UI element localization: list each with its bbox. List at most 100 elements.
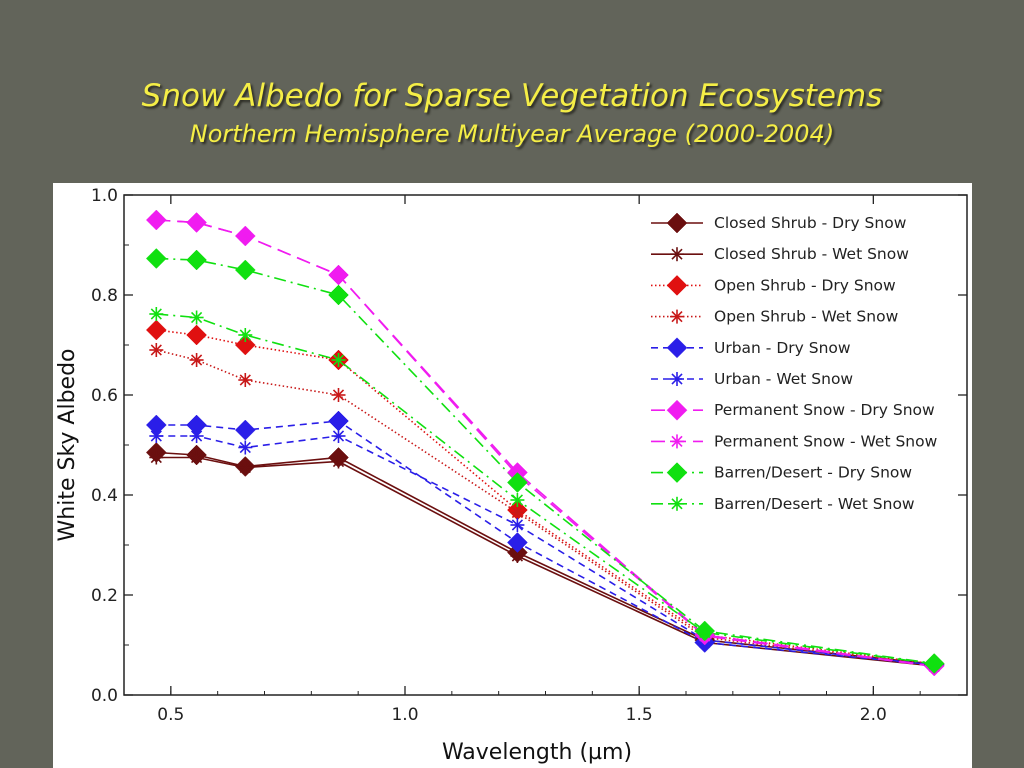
series-line	[156, 420, 935, 666]
data-point-asterisk	[927, 657, 942, 671]
series-line	[156, 313, 935, 665]
asterisk-stroke	[511, 506, 524, 519]
asterisk-stroke	[150, 308, 162, 320]
data-point-asterisk	[189, 450, 204, 465]
data-point-asterisk	[189, 429, 204, 443]
asterisk-stroke	[150, 430, 162, 442]
x-tick-label: 1.5	[626, 705, 653, 725]
data-point-diamond	[145, 319, 167, 341]
legend-entry-label: Closed Shrub - Wet Snow	[714, 245, 909, 263]
y-tick-label: 0.8	[91, 286, 118, 306]
data-point-asterisk	[149, 307, 164, 321]
legend-marker-asterisk	[670, 434, 684, 449]
y-tick-label: 0.4	[91, 486, 118, 506]
asterisk-stroke	[190, 216, 203, 229]
data-point-asterisk	[149, 213, 164, 227]
data-point-asterisk	[149, 343, 164, 357]
data-point-diamond	[328, 410, 349, 432]
legend-marker-diamond	[666, 462, 688, 483]
asterisk-stroke	[190, 451, 203, 464]
y-tick-label: 0.2	[91, 586, 118, 606]
data-point-asterisk	[238, 460, 253, 475]
legend-marker-asterisk	[670, 372, 684, 386]
data-point-asterisk	[331, 429, 346, 443]
data-point-asterisk	[510, 493, 525, 507]
asterisk-stroke	[332, 354, 345, 366]
legend-marker-diamond	[666, 212, 688, 234]
legend-entry-label: Urban - Dry Snow	[714, 339, 851, 357]
asterisk-stroke	[150, 214, 162, 226]
x-axis-label: Wavelength (µm)	[442, 740, 632, 765]
data-point-asterisk	[238, 440, 253, 455]
x-tick-label: 1.0	[391, 705, 418, 725]
legend-entry-label: Open Shrub - Wet Snow	[714, 308, 899, 326]
data-point-diamond	[145, 248, 167, 269]
asterisk-stroke	[671, 435, 683, 448]
x-tick-label: 0.5	[157, 705, 184, 725]
slide-subtitle: Northern Hemisphere Multiyear Average (2…	[189, 120, 835, 148]
data-point-asterisk	[697, 625, 712, 640]
data-point-asterisk	[510, 549, 525, 563]
data-point-asterisk	[331, 388, 346, 402]
data-point-diamond	[234, 419, 256, 441]
slide-title: Snow Albedo for Sparse Vegetation Ecosys…	[141, 78, 883, 114]
data-point-asterisk	[510, 505, 525, 520]
legend-entry-label: Barren/Desert - Dry Snow	[714, 464, 912, 482]
chart-panel: 0.5 1.0 1.5 2.0 0.0 0.2 0.4 0.6 0.8 1.0 Closed Sh…	[53, 183, 972, 768]
data-point-asterisk	[149, 429, 164, 443]
asterisk-stroke	[332, 455, 345, 468]
asterisk-stroke	[190, 311, 203, 324]
legend-marker-asterisk	[670, 496, 684, 511]
asterisk-stroke	[511, 550, 524, 562]
asterisk-stroke	[511, 494, 524, 506]
asterisk-stroke	[928, 658, 940, 670]
axis-ticks: 0.5 1.0 1.5 2.0 0.0 0.2 0.4 0.6 0.8 1.0	[91, 186, 967, 725]
data-point-asterisk	[331, 268, 346, 282]
data-point-asterisk	[149, 450, 164, 465]
data-point-diamond	[507, 532, 528, 553]
legend-entry-label: Permanent Snow - Dry Snow	[714, 401, 935, 419]
series-line	[156, 451, 935, 665]
y-tick-label: 0.0	[91, 686, 118, 706]
data-point-asterisk	[238, 229, 253, 243]
legend-marker-diamond	[666, 275, 688, 296]
legend-marker-asterisk	[670, 309, 684, 324]
asterisk-stroke	[671, 248, 683, 260]
asterisk-stroke	[332, 430, 345, 442]
asterisk-stroke	[699, 626, 711, 639]
asterisk-stroke	[150, 344, 162, 356]
asterisk-stroke	[190, 354, 203, 366]
data-point-asterisk	[238, 373, 253, 387]
data-point-asterisk	[510, 518, 525, 532]
y-tick-label: 0.6	[91, 386, 118, 406]
data-point-asterisk	[331, 454, 346, 469]
data-point-diamond	[328, 284, 349, 306]
asterisk-stroke	[332, 389, 345, 401]
asterisk-stroke	[239, 230, 251, 242]
asterisk-stroke	[671, 498, 683, 510]
legend-marker-diamond	[666, 399, 688, 421]
legend-entry-label: Closed Shrub - Dry Snow	[714, 214, 907, 232]
asterisk-stroke	[671, 373, 683, 385]
asterisk-stroke	[671, 310, 683, 323]
asterisk-stroke	[332, 269, 345, 281]
data-point-asterisk	[189, 310, 204, 325]
legend-marker-asterisk	[670, 247, 684, 262]
data-point-diamond	[507, 472, 528, 493]
data-point-asterisk	[189, 215, 204, 230]
albedo-line-chart: 0.5 1.0 1.5 2.0 0.0 0.2 0.4 0.6 0.8 1.0 Closed Sh…	[55, 186, 968, 765]
legend-entry-label: Open Shrub - Dry Snow	[714, 276, 896, 294]
x-tick-label: 2.0	[860, 705, 887, 725]
legend-entry-label: Permanent Snow - Wet Snow	[714, 432, 938, 450]
series-markers	[145, 209, 945, 677]
legend-marker-diamond	[666, 337, 688, 359]
asterisk-stroke	[190, 430, 203, 442]
legend-entry-label: Barren/Desert - Wet Snow	[714, 495, 915, 513]
asterisk-stroke	[239, 461, 251, 474]
y-axis-label: White Sky Albedo	[55, 349, 80, 542]
legend: Closed Shrub - Dry Snow Closed Shrub - We…	[651, 212, 938, 513]
data-point-asterisk	[189, 353, 204, 367]
data-point-diamond	[234, 259, 256, 281]
data-point-diamond	[186, 249, 207, 271]
asterisk-stroke	[511, 519, 524, 531]
